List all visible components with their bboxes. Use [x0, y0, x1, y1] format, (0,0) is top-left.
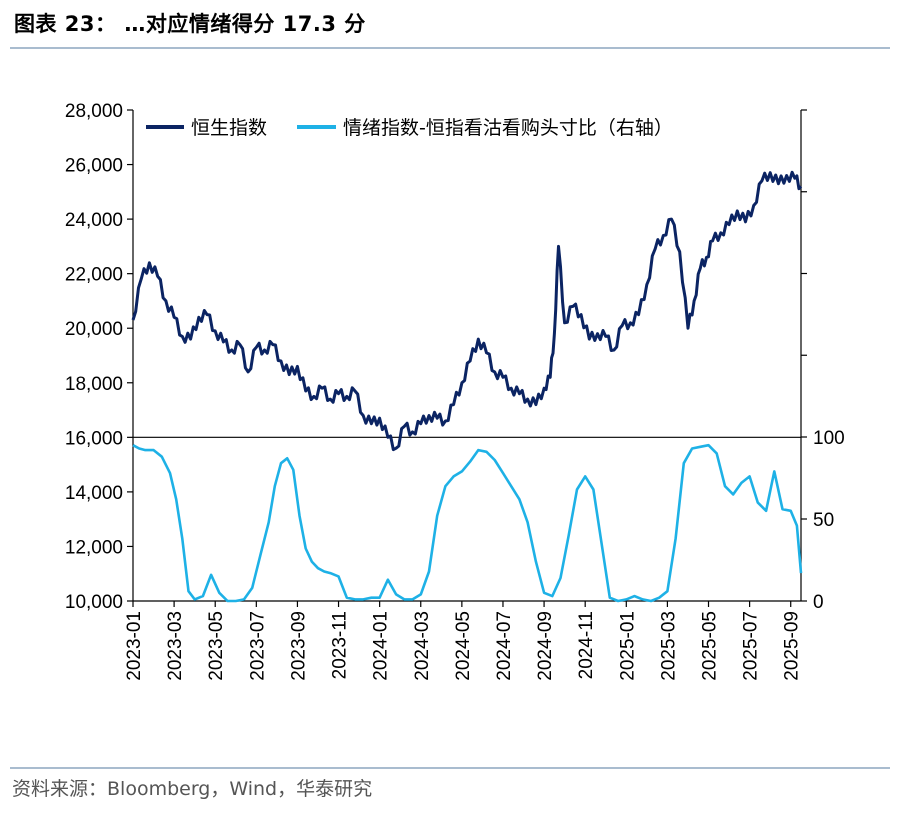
- x-tick-label: 2025-01: [617, 611, 638, 681]
- right-tick-label: 0: [813, 592, 824, 613]
- legend-label-sentiment: 情绪指数-恒指看沽看购头寸比（右轴）: [343, 117, 673, 139]
- hsi-sentiment-chart: 10,000 12,000 14,000 16,000 18,000 20,000 22,0…: [65, 101, 845, 681]
- left-tick-label: 26,000: [65, 156, 123, 177]
- x-tick-label: 2024-09: [535, 611, 556, 681]
- left-tick-label: 14,000: [65, 483, 123, 504]
- left-tick-label: 22,000: [65, 265, 123, 286]
- hsi-series-line: [131, 170, 803, 452]
- right-tick-label: 100: [813, 428, 845, 449]
- x-tick-label: 2023-05: [206, 611, 227, 681]
- left-tick-label: 24,000: [65, 210, 123, 231]
- x-tick-label: 2023-01: [124, 611, 145, 681]
- x-tick-label: 2024-11: [576, 611, 597, 679]
- left-tick-label: 20,000: [65, 319, 123, 340]
- left-tick-label: 10,000: [65, 592, 123, 613]
- right-tick-label: 50: [813, 510, 834, 531]
- x-tick-label: 2023-03: [165, 611, 186, 681]
- axes-layer: 10,000 12,000 14,000 16,000 18,000 20,000 22,0…: [65, 101, 845, 681]
- legend: 恒生指数 情绪指数-恒指看沽看购头寸比（右轴）: [146, 117, 673, 139]
- x-tick-label: 2025-09: [782, 611, 803, 681]
- x-tick-label: 2024-05: [453, 611, 474, 681]
- x-tick-label: 2025-03: [658, 611, 679, 681]
- left-tick-label: 18,000: [65, 374, 123, 395]
- left-tick-label: 12,000: [65, 537, 123, 558]
- left-tick-label: 16,000: [65, 428, 123, 449]
- header-rule: [10, 47, 890, 49]
- x-tick-label: 2023-11: [330, 611, 351, 679]
- x-tick-label: 2024-07: [494, 611, 515, 681]
- x-tick-label: 2023-09: [288, 611, 309, 681]
- x-tick-label: 2023-07: [247, 611, 268, 681]
- left-tick-label: 28,000: [65, 101, 123, 122]
- footer-rule: [10, 767, 890, 769]
- x-tick-label: 2025-07: [741, 611, 762, 681]
- figure-title: 图表 23： …对应情绪得分 17.3 分: [14, 12, 366, 36]
- source-note: 资料来源：Bloomberg，Wind，华泰研究: [12, 778, 373, 800]
- x-tick-label: 2024-03: [412, 611, 433, 681]
- x-tick-label: 2025-05: [700, 611, 721, 681]
- series-layer: [131, 170, 803, 603]
- legend-label-hsi: 恒生指数: [191, 117, 267, 139]
- sentiment-series-line: [132, 443, 803, 603]
- x-tick-label: 2024-01: [371, 611, 392, 681]
